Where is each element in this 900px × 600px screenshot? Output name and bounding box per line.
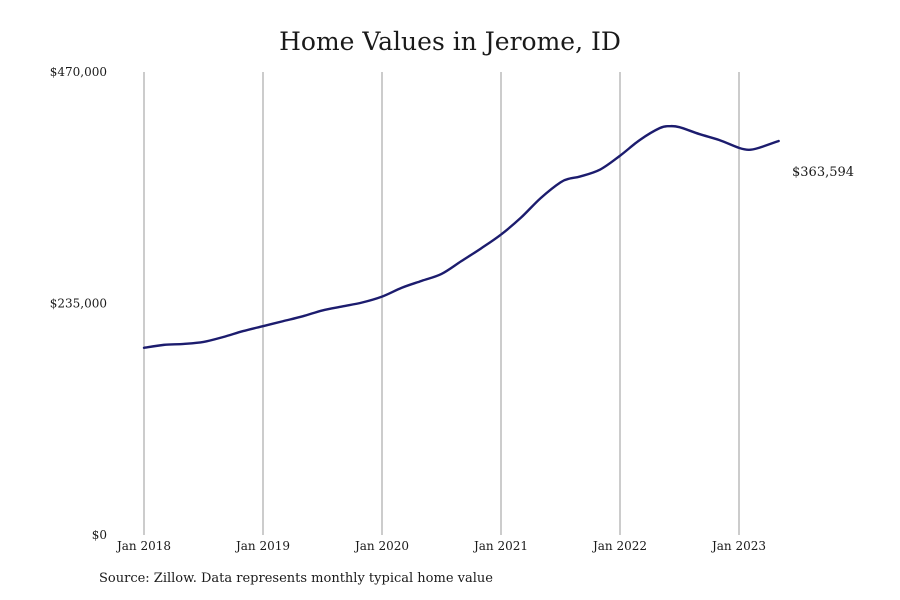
y-axis: $0 $235,000 $470,000	[50, 65, 107, 542]
x-tick-label: Jan 2022	[591, 539, 647, 553]
x-tick-label: Jan 2020	[353, 539, 409, 553]
y-tick-label: $0	[92, 528, 107, 542]
y-tick-label: $235,000	[50, 297, 107, 311]
chart-title: Home Values in Jerome, ID	[279, 27, 621, 56]
x-axis: Jan 2018 Jan 2019 Jan 2020 Jan 2021 Jan 2022…	[115, 539, 766, 553]
gridlines	[143, 72, 740, 535]
series-layer	[142, 124, 780, 350]
series-line	[142, 124, 780, 350]
x-tick-label: Jan 2023	[710, 539, 766, 553]
x-tick-label: Jan 2021	[472, 539, 528, 553]
end-value-label: $363,594	[792, 165, 854, 180]
y-tick-label: $470,000	[50, 65, 107, 79]
source-note: Source: Zillow. Data represents monthly …	[99, 571, 493, 586]
x-tick-label: Jan 2018	[115, 539, 171, 553]
x-tick-label: Jan 2019	[234, 539, 290, 553]
